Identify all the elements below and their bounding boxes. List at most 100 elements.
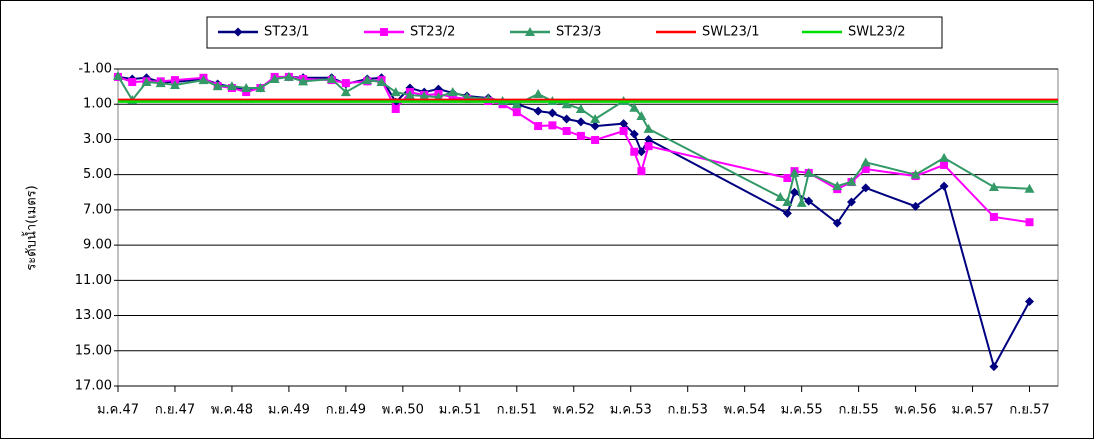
data-point: [940, 160, 949, 169]
y-tick-label: 3.00: [83, 132, 112, 147]
data-point: [448, 93, 457, 102]
x-tick-label: พ.ค.50: [382, 403, 424, 418]
data-point: [404, 90, 415, 100]
x-tick-label: พ.ค.48: [211, 403, 253, 418]
data-point: [534, 122, 543, 131]
x-tick-label: ก.ย.53: [668, 403, 708, 418]
data-point: [861, 165, 870, 174]
data-point: [226, 81, 237, 91]
data-point: [391, 104, 400, 113]
data-point: [198, 75, 209, 85]
x-tick-label: พ.ค.54: [724, 403, 766, 418]
data-point: [637, 167, 646, 176]
x-tick-label: ม.ค.57: [952, 403, 994, 418]
data-point: [989, 212, 998, 221]
data-point: [576, 117, 586, 127]
data-point: [804, 196, 814, 206]
data-point: [511, 99, 522, 109]
data-point: [326, 74, 337, 84]
data-point: [796, 197, 807, 207]
data-point: [590, 114, 601, 124]
data-point: [789, 167, 800, 177]
data-point: [783, 174, 792, 183]
data-point: [362, 75, 373, 85]
y-tick-label: 5.00: [83, 167, 112, 182]
y-tick-label: 1.00: [83, 97, 112, 112]
x-tick-label: ม.ค.47: [97, 403, 139, 418]
data-point: [269, 74, 280, 84]
data-point: [629, 102, 640, 112]
data-point: [619, 126, 628, 135]
x-tick-label: ก.ย.55: [838, 403, 878, 418]
legend-label: SWL23/1: [702, 25, 760, 40]
data-point: [644, 134, 654, 144]
legend-label: ST23/3: [556, 25, 601, 40]
data-point: [548, 121, 557, 130]
x-tick-label: พ.ค.52: [553, 403, 595, 418]
data-point: [128, 78, 137, 87]
plot-area: [117, 68, 1059, 387]
data-point: [562, 114, 572, 124]
x-tick-label: ก.ย.49: [326, 403, 366, 418]
legend-label: SWL23/2: [848, 25, 906, 40]
data-point: [533, 106, 543, 116]
data-point: [241, 83, 252, 93]
data-point: [390, 87, 401, 97]
data-point: [636, 147, 646, 157]
data-point: [939, 152, 950, 162]
data-point: [1025, 218, 1034, 227]
data-point: [861, 183, 871, 193]
data-point: [832, 181, 843, 191]
x-tick-label: ก.ย.51: [497, 403, 537, 418]
x-tick-label: ก.ย.57: [1009, 403, 1049, 418]
data-point: [619, 119, 629, 129]
x-tick-label: ม.ค.55: [781, 403, 823, 418]
data-point: [376, 77, 387, 87]
data-point: [989, 362, 999, 372]
data-point: [591, 135, 600, 144]
data-point: [910, 169, 921, 179]
data-point: [846, 176, 857, 186]
data-point: [561, 99, 572, 109]
y-tick-label: -1.00: [78, 62, 112, 77]
data-point: [1025, 296, 1035, 306]
data-point: [939, 181, 949, 191]
data-point: [575, 103, 586, 113]
legend-marker: [380, 28, 388, 36]
y-tick-label: 9.00: [83, 238, 112, 253]
data-point: [212, 81, 223, 91]
data-point: [447, 87, 458, 97]
data-point: [533, 89, 544, 99]
legend-label: ST23/1: [264, 25, 309, 40]
data-point: [590, 121, 600, 131]
data-point: [298, 76, 309, 86]
data-point: [113, 71, 123, 81]
data-point: [155, 78, 166, 88]
data-point: [832, 218, 842, 228]
data-point: [644, 142, 653, 151]
data-point: [283, 71, 294, 81]
data-point: [629, 129, 639, 139]
data-point: [988, 181, 999, 191]
data-point: [911, 201, 921, 211]
data-point: [636, 111, 647, 121]
y-tick-label: 13.00: [75, 308, 112, 323]
data-point: [169, 80, 180, 90]
x-tick-label: ม.ค.49: [268, 403, 310, 418]
data-point: [803, 167, 814, 177]
data-point: [643, 123, 654, 133]
y-tick-label: 15.00: [75, 343, 112, 358]
data-point: [341, 79, 350, 88]
y-tick-label: 17.00: [75, 379, 112, 394]
data-point: [141, 77, 152, 87]
legend-marker: [233, 27, 243, 37]
data-point: [860, 157, 871, 167]
y-axis-label: ระดับน้ำ(เมตร): [22, 185, 40, 270]
data-point: [782, 208, 792, 218]
data-point: [790, 187, 800, 197]
y-tick-label: 7.00: [83, 202, 112, 217]
data-point: [242, 88, 251, 97]
data-point: [782, 196, 793, 206]
data-point: [576, 131, 585, 140]
